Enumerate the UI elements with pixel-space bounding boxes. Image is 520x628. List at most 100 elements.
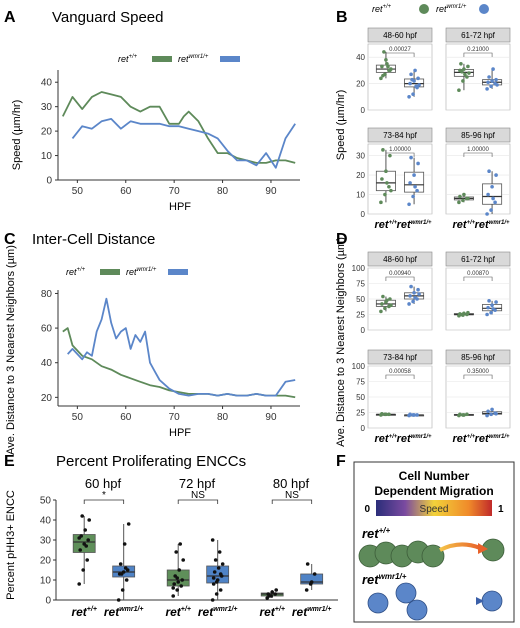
box-wt-point <box>457 88 461 92</box>
box-wt-point <box>383 306 387 311</box>
box-mut-point <box>487 75 491 79</box>
genotype-base: ret <box>453 433 468 445</box>
box-mut-point <box>211 582 216 586</box>
box-mut-point <box>416 161 420 166</box>
y-tick-label: 20 <box>356 171 365 180</box>
box-mut-point <box>305 562 310 566</box>
box-mut-point <box>408 294 412 298</box>
genotype-base: ret <box>259 605 275 619</box>
box-wt-point <box>380 177 384 181</box>
facet-panel <box>445 43 511 111</box>
y-tick-label: 75 <box>356 378 365 387</box>
panel-f-mut-label: retwmr1/+ <box>362 572 407 587</box>
box-wt-point <box>460 69 464 74</box>
box-mut-point <box>490 407 494 412</box>
genotype-base: ret <box>375 433 390 445</box>
genotype-base: ret <box>292 605 308 619</box>
genotype-base: ret <box>71 605 87 619</box>
facet-strip <box>367 349 433 365</box>
genotype-sup: +/+ <box>467 220 476 226</box>
chart-a-ylabel: Speed (µm/hr) <box>11 100 23 171</box>
panel-f-title-1: Cell Number <box>399 469 470 483</box>
box-mut-point <box>412 413 416 417</box>
box-wt-point <box>385 298 389 303</box>
legend-c-wt-swatch <box>100 269 120 275</box>
legend-a-mut-swatch <box>220 56 240 62</box>
box-wt-point <box>81 568 85 572</box>
box-mut-point <box>494 77 498 82</box>
box-wt-point <box>462 413 466 417</box>
speed-colorbar <box>376 500 492 516</box>
box-mut-point <box>490 79 494 83</box>
box-mut-point <box>415 188 419 193</box>
y-tick-label: 100 <box>352 264 366 273</box>
box-mut-point <box>217 550 222 554</box>
pval-bracket <box>385 276 415 281</box>
box-mut-point <box>122 542 127 546</box>
box-mut-point <box>485 312 489 317</box>
box-wt-point <box>380 302 384 306</box>
box-wt-point <box>465 412 469 417</box>
chart-a-title: Vanguard Speed <box>52 9 163 26</box>
box-mut-point <box>116 598 121 602</box>
box-wt-point <box>462 192 466 197</box>
box-wt-point <box>382 50 386 54</box>
facet-label: 85-96 hpf <box>461 353 496 362</box>
box-wt-point <box>384 58 388 62</box>
box-wt-point <box>179 584 183 588</box>
genotype-sup: wmr1/+ <box>489 434 510 440</box>
y-tick-label: 30 <box>356 152 365 161</box>
panel-label-c: C <box>4 231 16 248</box>
box-wt-point <box>177 568 181 572</box>
pval-label: 1.00000 <box>467 147 489 153</box>
box-wt-point <box>467 71 471 75</box>
box-mut-point <box>416 76 420 81</box>
sig-label: NS <box>191 490 205 501</box>
box-wt-point <box>465 75 469 79</box>
box-wt-point <box>461 79 465 83</box>
sig-label: NS <box>285 490 299 501</box>
panel-label-d: D <box>336 231 348 248</box>
chart-b: 48-60 hpf 0 20 40 0.00027 61-72 hpf 0.21000 73-… <box>356 27 511 231</box>
facet-strip <box>445 27 511 43</box>
box-mut-point <box>126 522 131 526</box>
genotype-sup: +/+ <box>467 434 476 440</box>
sig-bracket <box>83 499 125 504</box>
x-tick-label: 60 <box>120 186 132 197</box>
facet-strip <box>445 251 511 267</box>
box-mut-point <box>494 173 498 177</box>
y-tick-label: 80 <box>41 289 53 300</box>
box-wt-point <box>175 588 179 592</box>
genotype-sup: +/+ <box>389 434 398 440</box>
box-mut-point <box>218 588 223 592</box>
box-wt-point <box>78 548 82 552</box>
box-mut-point <box>409 155 413 160</box>
box-wt-point <box>380 411 384 416</box>
legend-a-wt: ret+/+ <box>118 54 138 64</box>
y-tick-label: 40 <box>40 516 52 527</box>
box-wt-point <box>181 558 185 562</box>
genotype-base: ret <box>475 219 490 231</box>
sig-bracket <box>177 499 219 504</box>
box-mut-point <box>489 310 493 315</box>
box-mut-point <box>487 299 491 303</box>
panel-label-b: B <box>336 9 348 26</box>
legend-b: ret+/+ retwmr1/+ <box>372 4 489 14</box>
facet-label: 73-84 hpf <box>383 131 418 140</box>
box-mut-point <box>407 302 411 306</box>
box-mut-point <box>493 200 497 205</box>
box-mut-point <box>410 77 414 82</box>
genotype-base: ret <box>397 219 412 231</box>
panel-label-a: A <box>4 9 16 26</box>
box-mut-point <box>411 194 415 199</box>
box-mut-point <box>407 202 411 207</box>
series-line-wt <box>62 327 296 399</box>
series-line-mut <box>71 118 296 169</box>
box-mut-point <box>491 307 495 311</box>
chart-d-ylabel: Ave. Distance to 3 Nearest Neighbors (µm… <box>335 237 347 447</box>
box-wt-point <box>77 582 81 586</box>
y-tick-label: 20 <box>40 556 52 567</box>
mut-cell-cluster <box>367 582 503 621</box>
chart-e-title: Percent Proliferating ENCCs <box>56 453 246 470</box>
wt-arrow-head <box>478 543 488 554</box>
